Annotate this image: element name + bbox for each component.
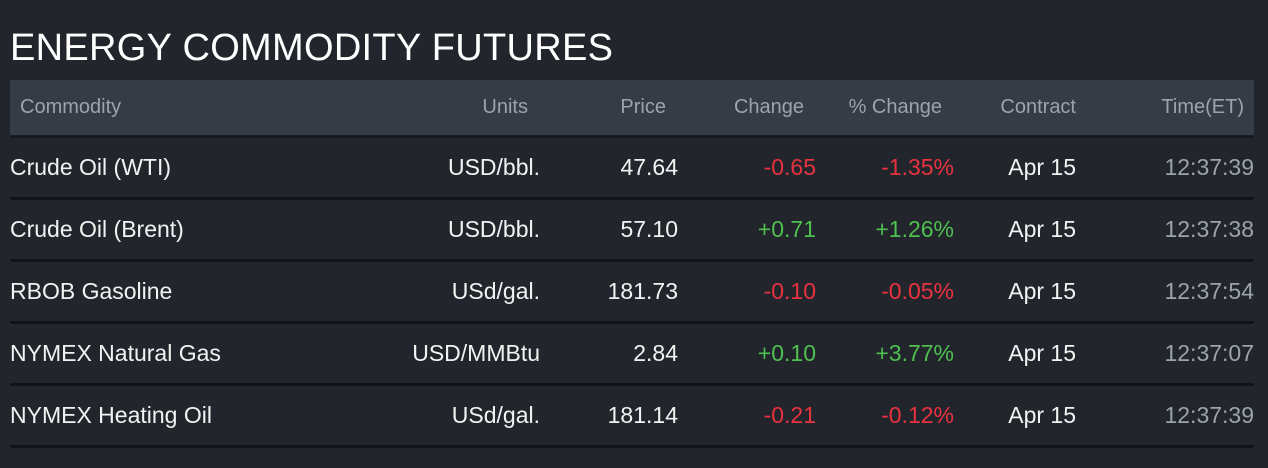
commodity-units: USd/gal. xyxy=(451,402,540,428)
column-header-pct-change[interactable]: % Change xyxy=(848,96,942,118)
commodity-change: -0.21 xyxy=(763,402,816,428)
commodity-name[interactable]: RBOB Gasoline xyxy=(10,278,173,304)
column-header-units[interactable]: Units xyxy=(482,96,528,118)
commodity-price: 181.73 xyxy=(607,278,678,304)
commodity-contract: Apr 15 xyxy=(1008,154,1076,180)
commodity-time: 12:37:39 xyxy=(1164,402,1254,428)
table-row[interactable]: NYMEX Heating Oil USd/gal. 181.14 -0.21 … xyxy=(10,386,1254,448)
column-header-commodity[interactable]: Commodity xyxy=(20,96,122,118)
commodity-pct-change: +1.26% xyxy=(875,216,954,242)
column-header-price[interactable]: Price xyxy=(620,96,666,118)
commodity-units: USD/bbl. xyxy=(447,154,540,180)
commodity-change: -0.10 xyxy=(763,278,816,304)
commodity-contract: Apr 15 xyxy=(1008,340,1076,366)
page-title: ENERGY COMMODITY FUTURES xyxy=(10,27,614,69)
commodity-pct-change: -1.35% xyxy=(881,154,954,180)
commodity-price: 181.14 xyxy=(607,402,678,428)
commodity-time: 12:37:54 xyxy=(1164,278,1254,304)
futures-table: Commodity Units Price Change % Change Co… xyxy=(10,80,1254,448)
table-row[interactable]: NYMEX Natural Gas USD/MMBtu 2.84 +0.10 +… xyxy=(10,324,1254,386)
commodity-name[interactable]: NYMEX Heating Oil xyxy=(10,402,212,428)
commodity-change: +0.10 xyxy=(757,340,816,366)
table-row[interactable]: Crude Oil (WTI) USD/bbl. 47.64 -0.65 -1.… xyxy=(10,138,1254,200)
commodity-price: 2.84 xyxy=(633,340,678,366)
commodity-units: USD/bbl. xyxy=(447,216,540,242)
column-header-change[interactable]: Change xyxy=(733,96,804,118)
column-header-time[interactable]: Time(ET) xyxy=(1161,96,1244,118)
commodity-name[interactable]: Crude Oil (Brent) xyxy=(10,216,184,242)
commodity-units: USd/gal. xyxy=(451,278,540,304)
commodity-price: 47.64 xyxy=(620,154,678,180)
commodity-contract: Apr 15 xyxy=(1008,278,1076,304)
commodity-change: -0.65 xyxy=(763,154,816,180)
commodity-pct-change: -0.05% xyxy=(881,278,954,304)
commodity-name[interactable]: NYMEX Natural Gas xyxy=(10,340,221,366)
commodity-time: 12:37:07 xyxy=(1164,340,1254,366)
commodity-change: +0.71 xyxy=(757,216,816,242)
commodity-pct-change: +3.77% xyxy=(875,340,954,366)
commodity-pct-change: -0.12% xyxy=(881,402,954,428)
table-header: Commodity Units Price Change % Change Co… xyxy=(10,80,1254,138)
column-header-contract[interactable]: Contract xyxy=(1000,96,1076,118)
table-row[interactable]: Crude Oil (Brent) USD/bbl. 57.10 +0.71 +… xyxy=(10,200,1254,262)
commodity-time: 12:37:39 xyxy=(1164,154,1254,180)
commodity-contract: Apr 15 xyxy=(1008,402,1076,428)
commodity-time: 12:37:38 xyxy=(1164,216,1254,242)
commodity-contract: Apr 15 xyxy=(1008,216,1076,242)
commodity-units: USD/MMBtu xyxy=(412,340,540,366)
commodity-name[interactable]: Crude Oil (WTI) xyxy=(10,154,171,180)
table-row[interactable]: RBOB Gasoline USd/gal. 181.73 -0.10 -0.0… xyxy=(10,262,1254,324)
commodity-price: 57.10 xyxy=(620,216,678,242)
